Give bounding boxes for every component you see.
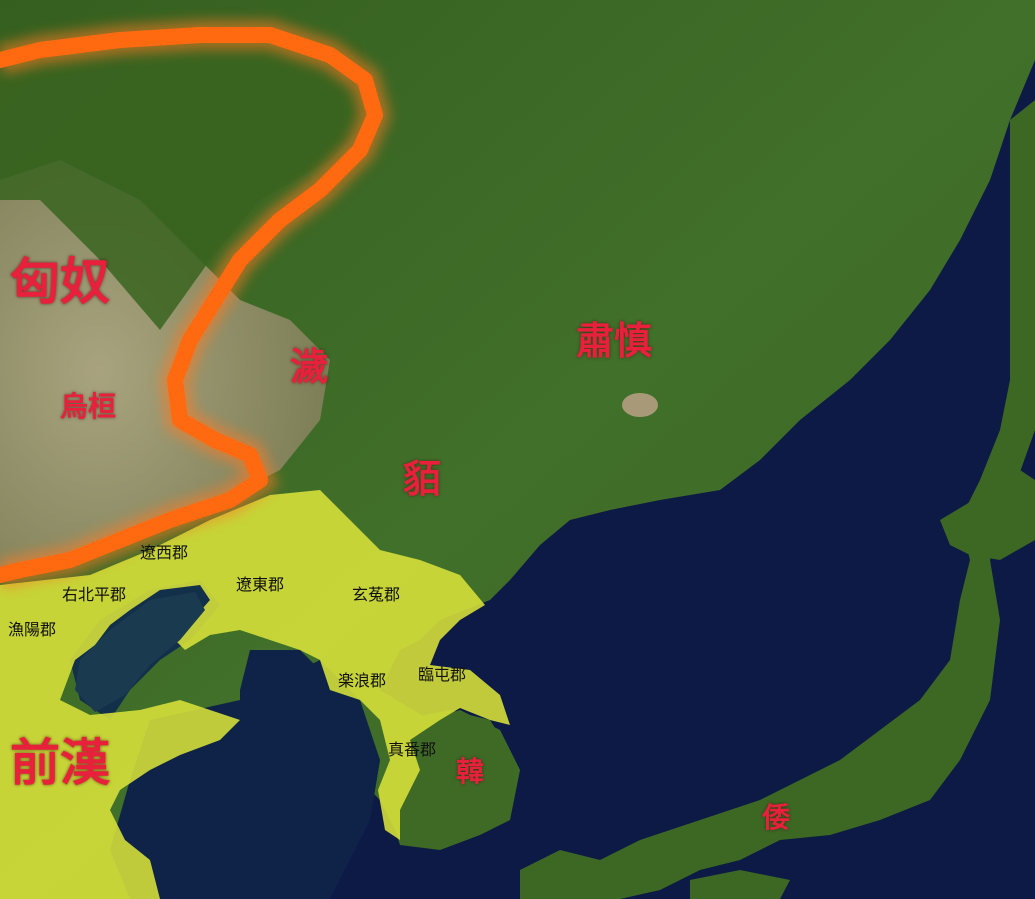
- bohai-sea-inner: [75, 592, 205, 712]
- label-wuhuan: 烏桓: [60, 390, 117, 423]
- label-liaodong-commandery: 遼東郡: [236, 575, 285, 594]
- korea-south: [385, 710, 515, 850]
- xiongnu-border: [0, 27, 383, 583]
- kyushu: [520, 850, 610, 899]
- label-former-han: 前漢: [10, 733, 110, 792]
- label-mo: 貊: [403, 456, 442, 501]
- label-han-korea: 韓: [456, 755, 485, 788]
- liaodong-bay: [130, 650, 380, 899]
- lake: [622, 393, 658, 417]
- label-xiongnu: 匈奴: [10, 252, 110, 311]
- label-zhenfan-commandery: 真番郡: [388, 740, 437, 759]
- label-lintun-commandery: 臨屯郡: [418, 665, 467, 684]
- han-territory: [0, 490, 510, 899]
- label-wa: 倭: [762, 801, 791, 834]
- label-yuyang-commandery: 漁陽郡: [8, 620, 57, 639]
- shikoku: [690, 870, 790, 899]
- hokkaido-south: [940, 470, 1035, 560]
- label-lelang-commandery: 楽浪郡: [338, 671, 387, 690]
- forest-north: [0, 40, 380, 330]
- label-sushen: 肅慎: [576, 318, 653, 363]
- label-liaoxi-commandery: 遼西郡: [140, 543, 189, 562]
- label-ye: 濊: [290, 344, 329, 389]
- label-xuantu-commandery: 玄菟郡: [352, 585, 401, 604]
- label-youbeiping-commandery: 右北平郡: [62, 585, 127, 604]
